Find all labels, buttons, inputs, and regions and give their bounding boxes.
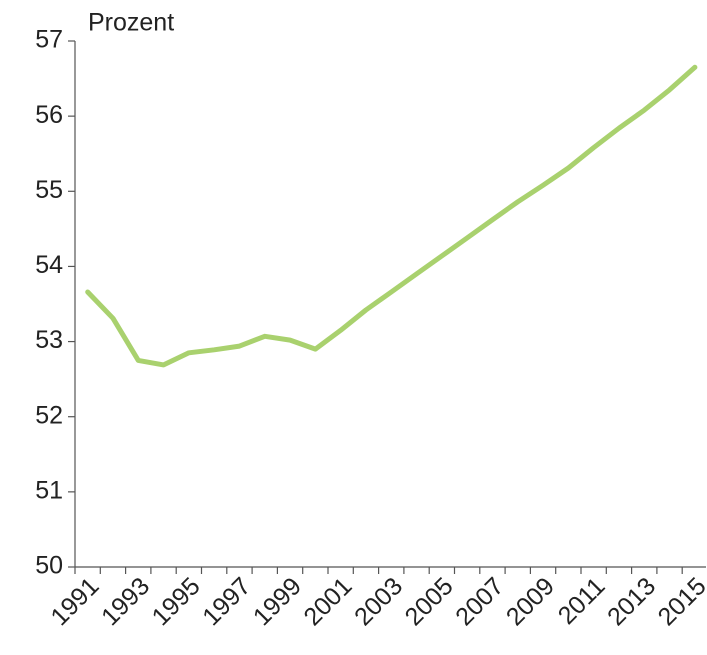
x-tick-label: 1991 bbox=[45, 572, 104, 631]
x-tick-label: 1997 bbox=[197, 572, 256, 631]
y-tick-label: 53 bbox=[35, 326, 63, 354]
y-tick-label: 55 bbox=[35, 176, 63, 204]
x-tick-label: 2011 bbox=[553, 572, 611, 630]
y-tick-label: 52 bbox=[35, 401, 63, 429]
y-tick-label: 57 bbox=[35, 26, 63, 54]
y-tick-label: 51 bbox=[35, 476, 63, 504]
data-line bbox=[85, 64, 698, 368]
x-tick-label: 2007 bbox=[450, 572, 509, 631]
y-axis-label: Prozent bbox=[88, 9, 174, 37]
y-tick-label: 56 bbox=[35, 101, 63, 129]
x-tick-label: 2001 bbox=[298, 572, 357, 631]
y-tick-label: 50 bbox=[35, 552, 63, 580]
x-tick-label: 1995 bbox=[147, 572, 206, 631]
x-tick-label: 2009 bbox=[501, 572, 560, 631]
x-tick-label: 2013 bbox=[602, 572, 661, 631]
x-tick-label: 2015 bbox=[653, 572, 707, 631]
x-tick-label: 2003 bbox=[349, 572, 408, 631]
x-tick-label: 1993 bbox=[96, 572, 155, 631]
y-tick-label: 54 bbox=[35, 251, 63, 279]
x-tick-label: 1999 bbox=[248, 572, 307, 631]
x-tick-label: 2005 bbox=[400, 572, 459, 631]
